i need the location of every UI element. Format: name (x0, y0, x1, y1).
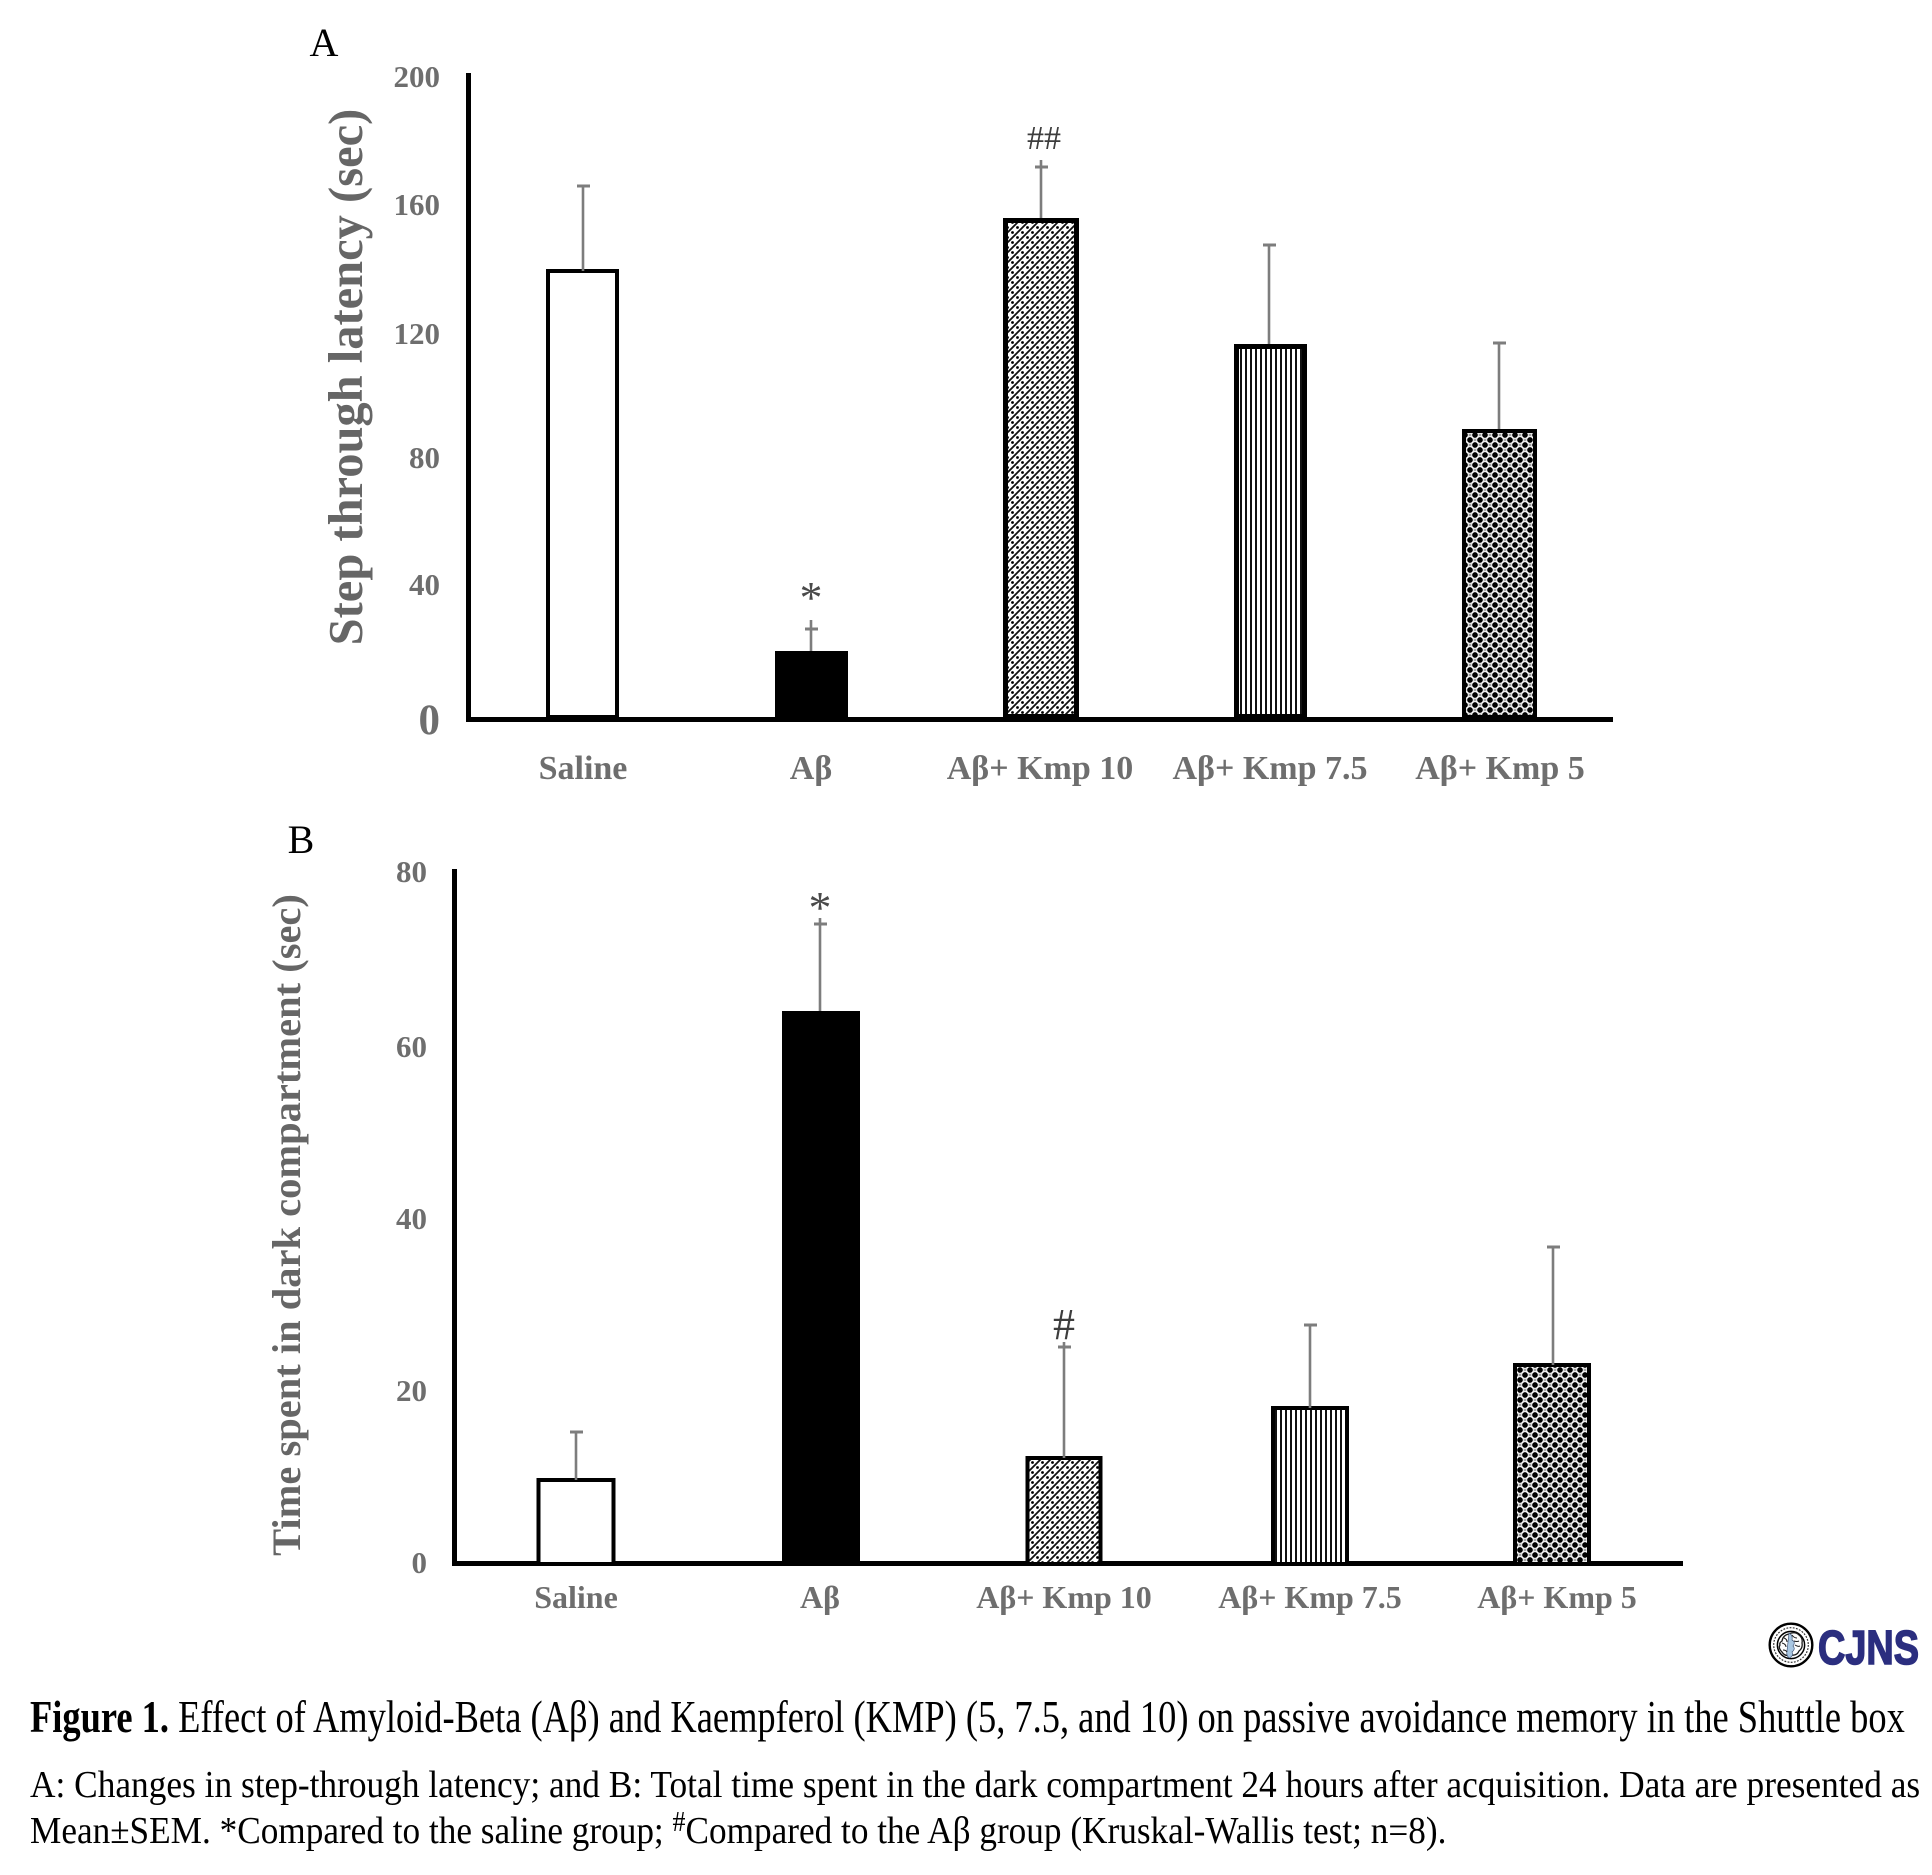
svg-text:Aβ: Aβ (790, 750, 832, 787)
svg-text:Aβ+ Kmp 10: Aβ+ Kmp 10 (976, 1579, 1152, 1615)
svg-text:Saline: Saline (539, 750, 628, 787)
svg-text:0: 0 (412, 1545, 428, 1580)
svg-text:20: 20 (396, 1373, 427, 1408)
svg-text:40: 40 (396, 1201, 427, 1236)
svg-text:200: 200 (394, 59, 441, 94)
svg-text:Step through latency (sec): Step through latency (sec) (320, 109, 373, 646)
svg-text:B: B (288, 817, 315, 862)
svg-text:Aβ+ Kmp 7.5: Aβ+ Kmp 7.5 (1172, 750, 1367, 787)
svg-text:0: 0 (419, 697, 441, 744)
svg-text:*: * (809, 882, 832, 933)
svg-text:160: 160 (394, 187, 441, 222)
svg-text:40: 40 (409, 567, 440, 602)
svg-text:120: 120 (394, 316, 441, 351)
svg-text:##: ## (1027, 120, 1061, 157)
svg-text:CJNS: CJNS (1818, 1622, 1919, 1675)
svg-text:A: A (310, 20, 339, 65)
svg-text:80: 80 (409, 440, 440, 475)
svg-text:80: 80 (396, 854, 427, 889)
svg-text:Aβ+ Kmp 10: Aβ+ Kmp 10 (947, 750, 1134, 787)
svg-text:Aβ: Aβ (800, 1579, 840, 1615)
svg-text:Aβ+ Kmp 7.5: Aβ+ Kmp 7.5 (1218, 1579, 1402, 1615)
svg-text:*: * (800, 572, 823, 623)
svg-text:Time spent in dark compartment: Time spent in dark compartment (sec) (264, 894, 309, 1556)
svg-text:Aβ+ Kmp 5: Aβ+ Kmp 5 (1415, 750, 1585, 787)
svg-text:Aβ+ Kmp 5: Aβ+ Kmp 5 (1477, 1579, 1637, 1615)
svg-text:Saline: Saline (534, 1579, 618, 1615)
svg-text:60: 60 (396, 1029, 427, 1064)
svg-text:#: # (1053, 1300, 1075, 1349)
